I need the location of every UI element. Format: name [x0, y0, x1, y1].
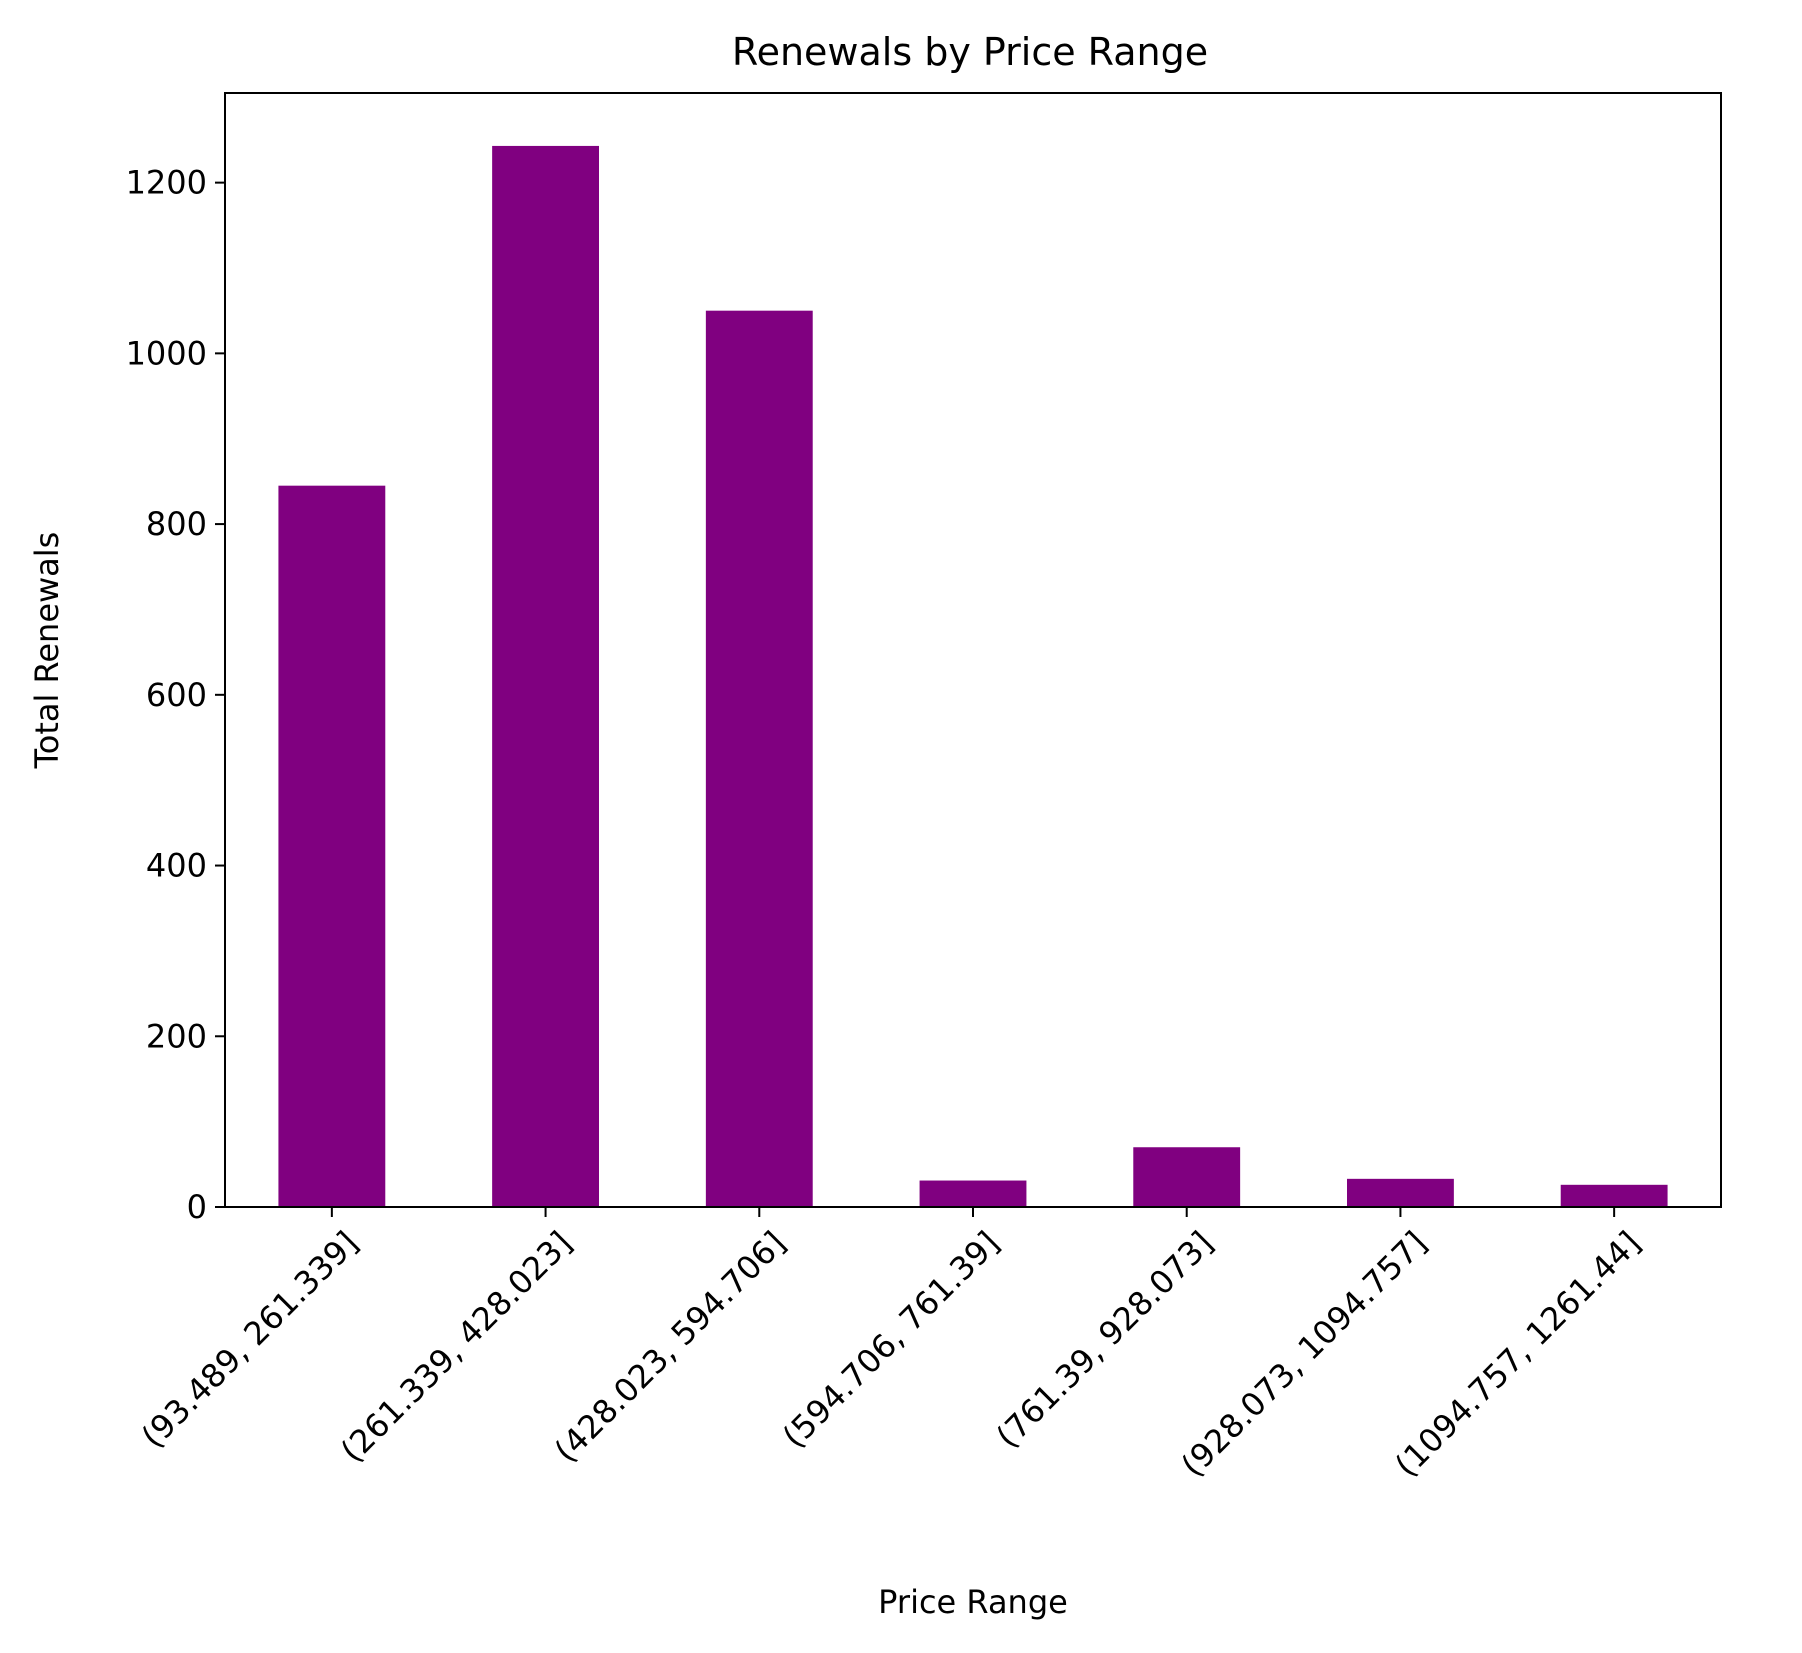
x-tick-label: (93.489, 261.339]	[134, 1224, 366, 1456]
y-tick-label: 800	[146, 505, 207, 543]
bar	[705, 310, 813, 1207]
y-tick-label: 1200	[126, 164, 207, 202]
bar	[1133, 1147, 1241, 1207]
x-tick-label: (594.706, 761.39]	[775, 1224, 1007, 1456]
bar	[492, 145, 599, 1208]
x-tick-label: (261.339, 428.023]	[333, 1224, 579, 1470]
x-tick-label: (1094.757, 1261.44]	[1387, 1224, 1647, 1484]
plot-frame	[224, 92, 1722, 1208]
x-tick-label: (928.073, 1094.757]	[1174, 1224, 1434, 1484]
bar	[1560, 1184, 1668, 1207]
bars-group	[278, 145, 1668, 1208]
y-tick-label: 200	[146, 1017, 207, 1055]
y-tick-label: 1000	[126, 334, 207, 372]
x-axis: (93.489, 261.339](261.339, 428.023](428.…	[134, 1207, 1648, 1484]
y-tick-label: 400	[146, 847, 207, 885]
bar	[919, 1180, 1027, 1207]
y-tick-label: 0	[187, 1188, 207, 1226]
x-axis-label: Price Range	[878, 1583, 1068, 1621]
chart-title: Renewals by Price Range	[732, 30, 1208, 74]
y-tick-label: 600	[146, 676, 207, 714]
x-tick-label: (761.39, 928.073]	[989, 1224, 1221, 1456]
x-tick-label: (428.023, 594.706]	[547, 1224, 793, 1470]
y-axis: 0 200 400 600 800 1000 1200	[126, 164, 225, 1226]
bar	[278, 485, 386, 1207]
y-axis-label: Total Renewals	[28, 532, 66, 770]
bar	[1347, 1178, 1454, 1207]
